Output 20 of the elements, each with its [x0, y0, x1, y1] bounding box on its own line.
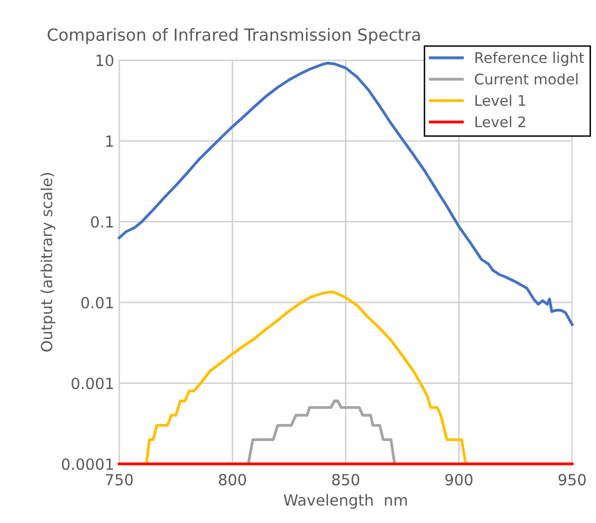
y-tick-label: 0.0001 — [62, 458, 113, 470]
x-tick-label: 800 — [218, 474, 246, 486]
line-series — [246, 400, 396, 466]
legend-label: Reference light — [475, 52, 584, 66]
legend-label: Level 2 — [475, 116, 526, 128]
legend-label: Current model — [474, 73, 578, 85]
y-tick-label: 0.01 — [81, 296, 113, 308]
y-tick-label: 0.001 — [72, 378, 113, 390]
y-tick-label: 1 — [106, 136, 113, 147]
legend-label: Level 1 — [475, 94, 526, 106]
x-tick-label: 750 — [106, 474, 133, 486]
x-tick-label: 950 — [558, 474, 586, 486]
x-tick-label: 900 — [445, 474, 472, 486]
y-tick-label: 10 — [96, 54, 114, 66]
y-axis-title: Output (arbitrary scale) — [40, 173, 56, 352]
line-series — [144, 290, 468, 466]
x-axis-title: Wavelength nm — [284, 494, 407, 509]
y-tick-label: 0.1 — [91, 216, 113, 228]
chart-title: Comparison of Infrared Transmission Spectra — [48, 28, 420, 44]
x-tick-label: 850 — [332, 474, 360, 486]
